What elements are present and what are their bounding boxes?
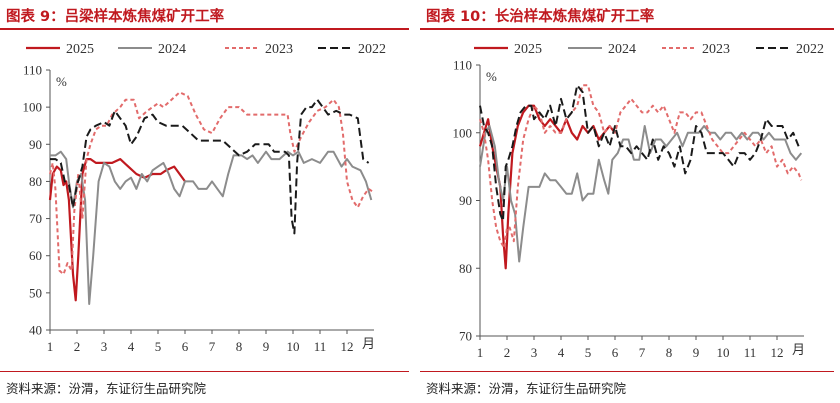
chart-panel-luliang: 图表 9：吕梁样本炼焦煤矿开工率 40 50 60 70 80 90 100 110% 1 2 3 4… [0, 0, 415, 403]
series-line-2022 [479, 84, 800, 222]
y-tick-label: 90 [459, 193, 472, 208]
series-line-2023 [479, 84, 803, 249]
title-underline [0, 28, 409, 30]
x-tick-label: 5 [155, 339, 162, 354]
x-tick-label: 11 [744, 345, 757, 360]
x-tick-label: 1 [47, 339, 54, 354]
x-tick-label: 8 [236, 339, 243, 354]
x-axis-unit: 月 [792, 342, 805, 357]
series-line-2023 [49, 91, 375, 276]
x-tick-label: 9 [693, 345, 700, 360]
series-line-2024 [479, 125, 803, 263]
legend-label-2023: 2023 [702, 42, 730, 57]
title-underline [420, 28, 834, 30]
x-tick-label: 7 [209, 339, 216, 354]
y-tick-label: 40 [29, 323, 42, 338]
legend-label-2022: 2022 [358, 42, 386, 57]
x-tick-label: 6 [612, 345, 619, 360]
legend-label-2024: 2024 [608, 42, 636, 57]
x-tick-label: 4 [128, 339, 135, 354]
series-line-2024 [50, 150, 373, 305]
y-tick-label: 50 [29, 285, 42, 300]
legend-label-2025: 2025 [66, 42, 94, 57]
legend-label-2024: 2024 [158, 42, 186, 57]
x-tick-label: 6 [182, 339, 189, 354]
x-tick-label: 10 [717, 345, 730, 360]
x-tick-label: 2 [74, 339, 81, 354]
x-tick-label: 12 [771, 345, 784, 360]
x-tick-label: 7 [639, 345, 646, 360]
source-note: 资料来源：汾渭，东证衍生品研究院 [6, 381, 207, 396]
x-tick-label: 8 [666, 345, 673, 360]
y-tick-label: 80 [29, 174, 42, 189]
x-tick-label: 5 [585, 345, 592, 360]
series-line-2025 [48, 158, 186, 302]
y-tick-label: 100 [23, 100, 43, 115]
x-tick-label: 3 [101, 339, 108, 354]
source-note: 资料来源：汾渭，东证衍生品研究院 [426, 381, 627, 396]
y-tick-label: 70 [29, 211, 42, 226]
y-tick-label: 70 [459, 329, 472, 344]
x-tick-label: 9 [263, 339, 270, 354]
y-tick-label: 80 [459, 261, 472, 276]
legend-label-2022: 2022 [796, 42, 824, 57]
series-line-2022 [50, 98, 370, 235]
x-tick-label: 1 [477, 345, 484, 360]
chart-panel-changzhi: 图表 10：长治样本炼焦煤矿开工率 70 80 90 100 110% 1 2 3 4 5 6 7 8 9… [420, 0, 840, 403]
x-tick-label: 2 [504, 345, 511, 360]
y-tick-label: 90 [29, 137, 42, 152]
x-tick-label: 3 [531, 345, 538, 360]
chart-title: 图表 10：长治样本炼焦煤矿开工率 [426, 9, 655, 25]
x-tick-label: 4 [558, 345, 565, 360]
y-tick-label: 100 [453, 125, 473, 140]
y-axis-unit: % [486, 69, 497, 84]
source-rule [420, 371, 834, 372]
source-rule [0, 371, 409, 372]
x-axis-unit: 月 [362, 336, 375, 351]
x-tick-label: 10 [287, 339, 300, 354]
y-tick-label: 60 [29, 248, 42, 263]
y-tick-label: 110 [23, 63, 42, 78]
y-axis-unit: % [56, 74, 67, 89]
y-tick-label: 110 [453, 58, 472, 73]
x-tick-label: 11 [314, 339, 327, 354]
legend-label-2023: 2023 [265, 42, 293, 57]
x-tick-label: 12 [341, 339, 354, 354]
legend-label-2025: 2025 [514, 42, 542, 57]
chart-title: 图表 9：吕梁样本炼焦煤矿开工率 [6, 9, 225, 25]
